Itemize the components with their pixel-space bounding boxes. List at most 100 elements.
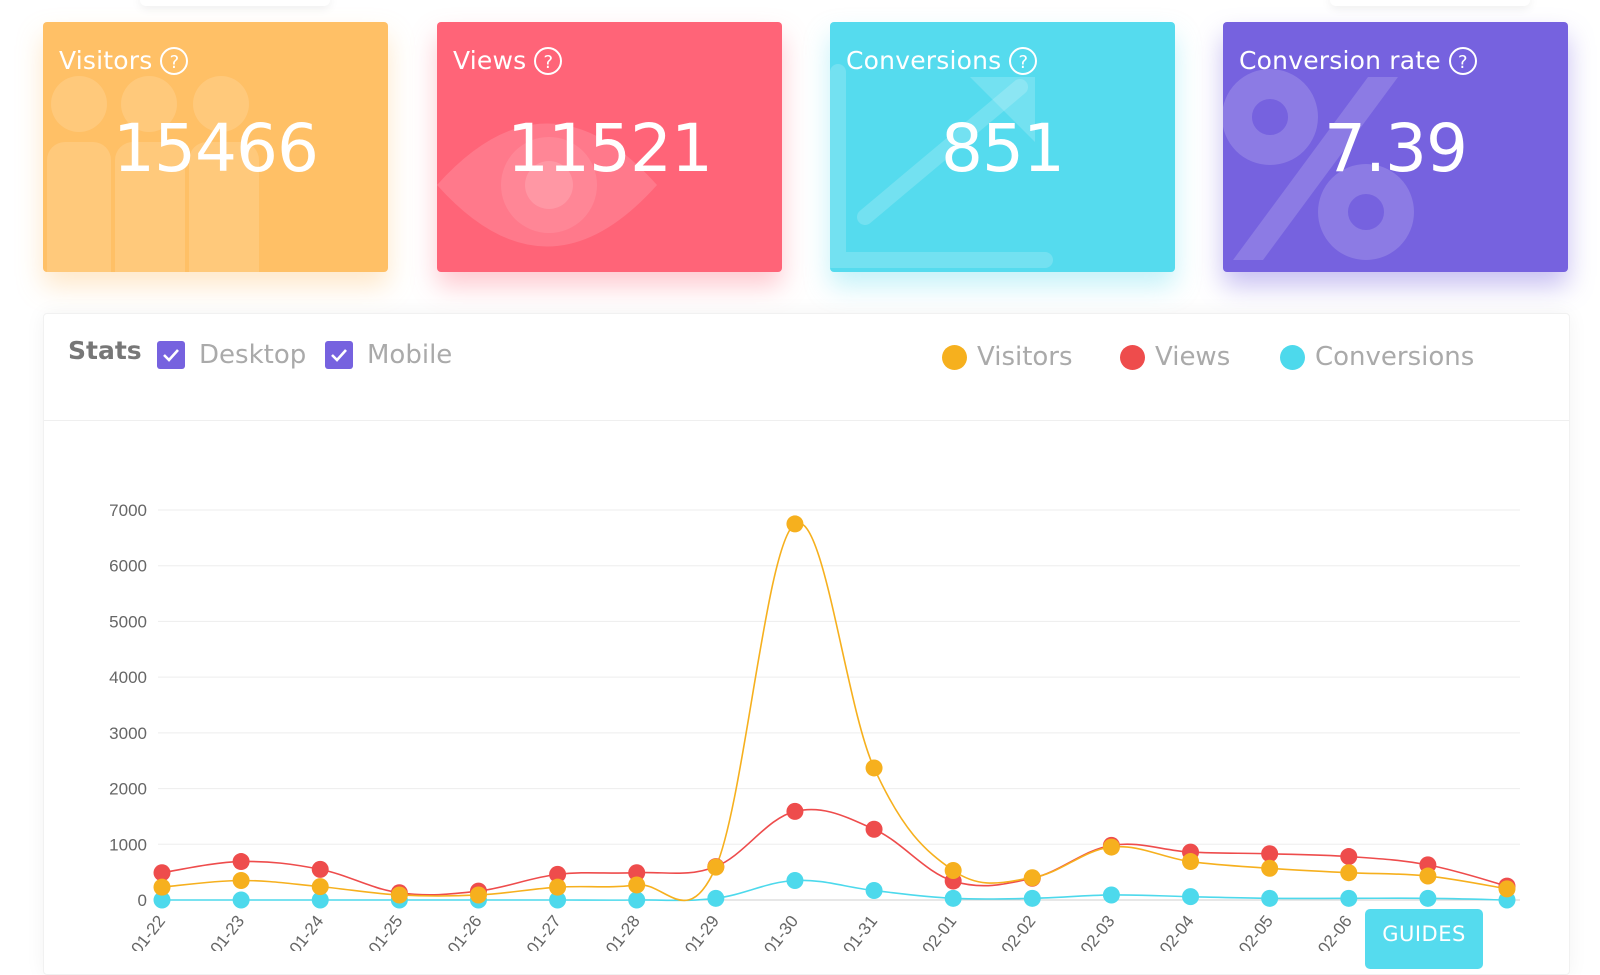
- legend-dot-views: [1120, 344, 1145, 370]
- y-tick-label: 1000: [109, 835, 147, 854]
- visitors-title-label: Visitors: [59, 46, 153, 75]
- data-point-visitors: [865, 759, 883, 777]
- desktop-filter[interactable]: Desktop: [157, 340, 306, 370]
- data-point-conversions: [1340, 889, 1358, 907]
- data-point-conversions: [944, 889, 962, 907]
- data-point-conversions: [786, 872, 804, 889]
- x-tick-label: 01-29: [681, 912, 723, 951]
- data-point-views: [786, 802, 804, 820]
- data-point-visitors: [786, 515, 804, 533]
- y-tick-label: 4000: [109, 668, 147, 687]
- eye-icon: [437, 123, 657, 247]
- data-point-conversions: [153, 891, 171, 909]
- data-point-conversions: [628, 891, 646, 909]
- data-point-conversions: [1261, 889, 1279, 907]
- desktop-filter-label: Desktop: [199, 340, 307, 370]
- data-point-visitors: [944, 861, 962, 879]
- legend-visitors[interactable]: Visitors: [942, 342, 1073, 372]
- help-icon[interactable]: ?: [1448, 46, 1477, 75]
- data-point-views: [628, 864, 646, 882]
- help-icon[interactable]: ?: [534, 46, 563, 75]
- x-tick-label: 01-30: [760, 912, 802, 951]
- y-tick-label: 6000: [109, 557, 147, 576]
- mobile-filter[interactable]: Mobile: [325, 340, 452, 370]
- conversions-card: Conversions ? 851: [830, 22, 1175, 272]
- help-icon[interactable]: ?: [1009, 46, 1038, 75]
- x-tick-label: 02-03: [1077, 912, 1119, 951]
- people-icon: [47, 76, 259, 272]
- legend-conversions[interactable]: Conversions: [1280, 342, 1474, 372]
- data-point-visitors: [549, 878, 567, 896]
- data-point-visitors: [1340, 864, 1358, 882]
- data-point-conversions: [707, 889, 725, 907]
- series-line-visitors: [161, 522, 1508, 902]
- data-point-views: [865, 820, 883, 838]
- legend-visitors-label: Visitors: [977, 342, 1073, 372]
- y-tick-label: 3000: [109, 724, 147, 743]
- x-tick-label: 01-26: [444, 912, 486, 951]
- legend-dot-conversions: [1280, 344, 1305, 370]
- data-point-conversions: [549, 891, 567, 909]
- x-tick-label: 01-28: [602, 912, 644, 951]
- data-point-views: [232, 853, 250, 871]
- guides-button[interactable]: GUIDES: [1365, 909, 1483, 969]
- legend-dot-visitors: [942, 344, 967, 370]
- mobile-filter-label: Mobile: [367, 340, 453, 370]
- data-point-views: [1340, 848, 1358, 866]
- series-line-views: [161, 808, 1508, 896]
- checkbox-checked-icon[interactable]: [157, 341, 185, 369]
- x-tick-label: 01-24: [286, 912, 328, 951]
- data-point-visitors: [1182, 853, 1200, 871]
- data-point-visitors: [628, 876, 646, 894]
- data-point-visitors: [311, 878, 329, 896]
- data-point-conversions: [311, 891, 329, 909]
- data-point-views: [549, 865, 567, 883]
- data-point-conversions: [232, 891, 250, 909]
- data-point-visitors: [469, 886, 487, 904]
- rate-title-label: Conversion rate: [1239, 46, 1441, 75]
- x-tick-label: 01-23: [207, 912, 249, 951]
- data-point-visitors: [1498, 880, 1516, 898]
- trending-up-icon: [830, 64, 1053, 268]
- data-point-views: [1261, 845, 1279, 863]
- y-tick-label: 0: [138, 891, 147, 910]
- data-point-conversions: [1023, 889, 1041, 907]
- legend-views-label: Views: [1155, 342, 1231, 372]
- rate-title: Conversion rate ?: [1239, 46, 1477, 75]
- data-point-visitors: [1261, 859, 1279, 877]
- data-point-conversions: [1102, 886, 1120, 904]
- views-value: 11521: [507, 110, 713, 187]
- views-title-label: Views: [453, 46, 527, 75]
- conversions-value: 851: [941, 110, 1065, 187]
- y-tick-label: 2000: [109, 780, 147, 799]
- stats-title: Stats: [68, 336, 142, 365]
- data-point-visitors: [1419, 867, 1437, 885]
- data-point-visitors: [232, 872, 250, 889]
- x-tick-label: 01-22: [127, 912, 169, 951]
- y-tick-label: 7000: [109, 501, 147, 520]
- x-tick-label: 01-25: [365, 912, 407, 951]
- x-tick-label: 02-05: [1235, 912, 1277, 951]
- visitors-value: 15466: [113, 110, 319, 187]
- views-title: Views ?: [453, 46, 563, 75]
- x-tick-label: 02-06: [1314, 912, 1356, 951]
- x-tick-label: 01-27: [523, 912, 565, 951]
- help-icon[interactable]: ?: [160, 46, 189, 75]
- x-tick-label: 02-01: [919, 912, 961, 951]
- percent-icon: [1223, 69, 1414, 260]
- legend-views[interactable]: Views: [1120, 342, 1230, 372]
- data-point-conversions: [865, 882, 883, 900]
- y-tick-label: 5000: [109, 612, 147, 631]
- top-shadow-left: [140, 0, 330, 6]
- checkbox-checked-icon[interactable]: [325, 341, 353, 369]
- x-tick-label: 02-04: [1156, 912, 1198, 951]
- stats-header: Stats Desktop Mobile Visitors Views Conv…: [44, 314, 1569, 421]
- data-point-conversions: [1182, 888, 1200, 906]
- data-point-visitors: [707, 858, 725, 876]
- data-point-visitors: [1023, 869, 1041, 887]
- data-point-visitors: [153, 878, 171, 896]
- conversions-title: Conversions ?: [846, 46, 1038, 75]
- visitors-card: Visitors ? 15466: [43, 22, 388, 272]
- data-point-visitors: [1102, 838, 1120, 856]
- conversion-rate-card: Conversion rate ? 7.39: [1223, 22, 1568, 272]
